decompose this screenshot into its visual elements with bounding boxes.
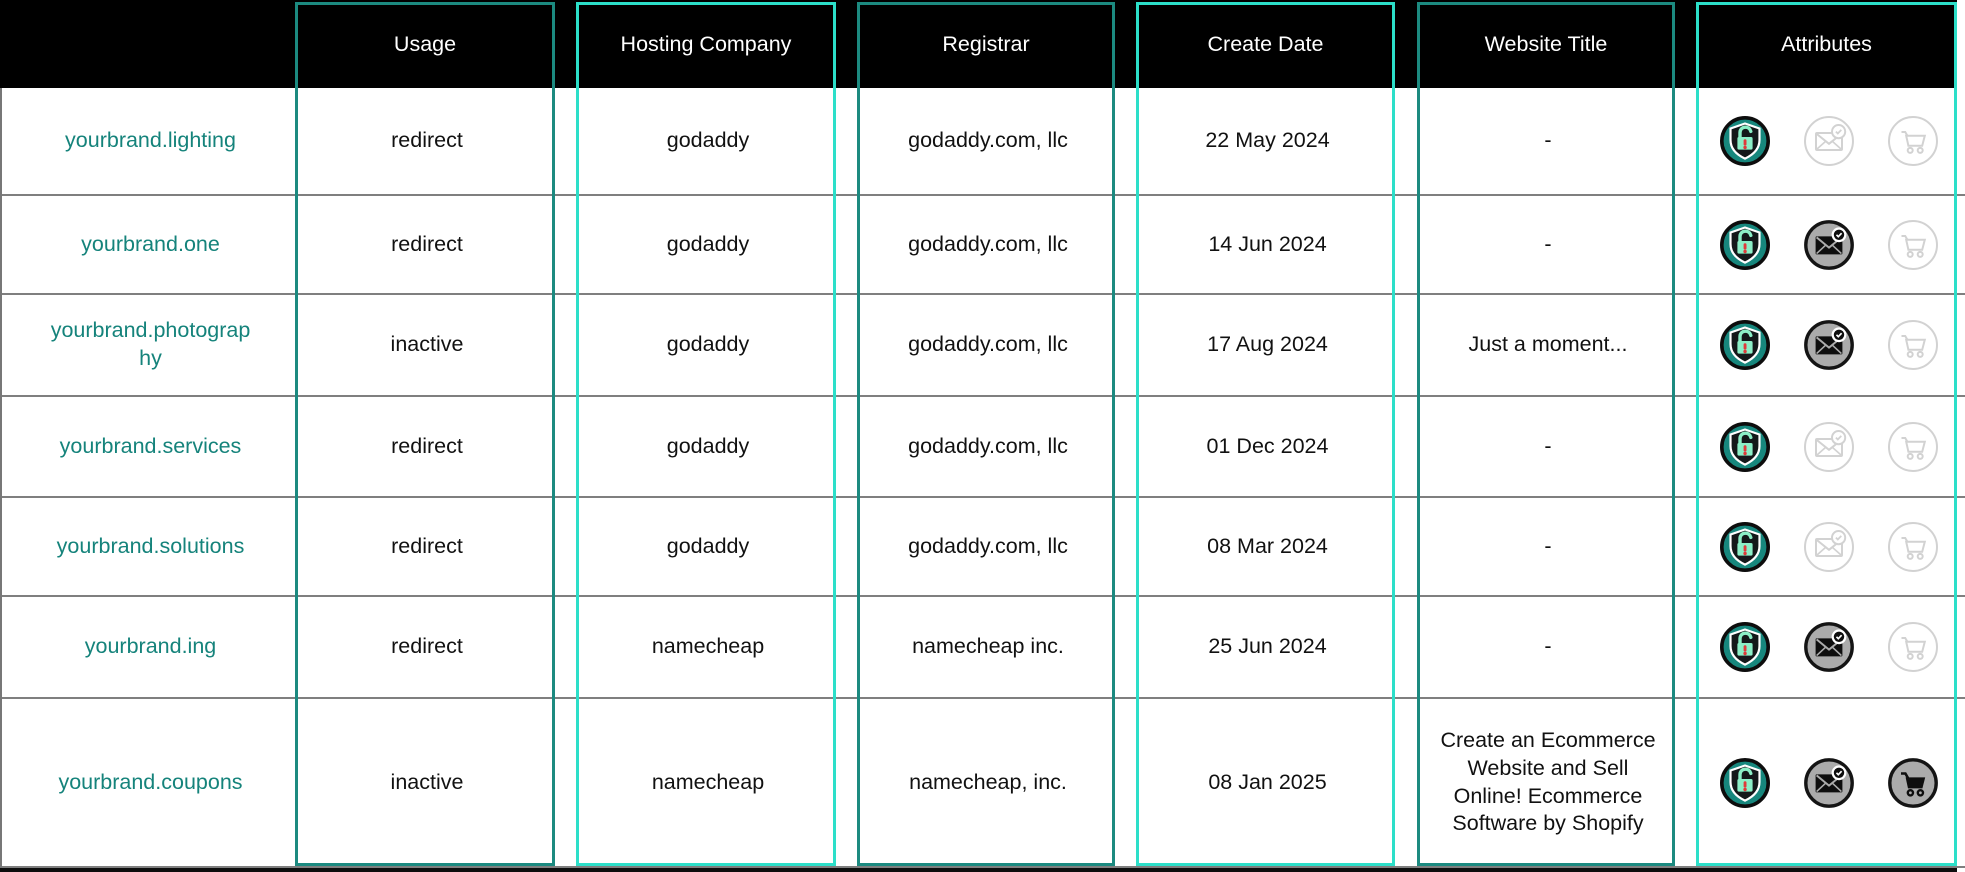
table-body: yourbrand.lighting redirect godaddy goda… <box>0 88 1965 868</box>
table-row: yourbrand.coupons inactive namecheap nam… <box>2 697 1965 868</box>
create-date-value: 14 Jun 2024 <box>1208 231 1327 256</box>
website-title-value: - <box>1544 533 1552 558</box>
email-verified-icon <box>1803 115 1855 167</box>
email-verified-icon <box>1803 219 1855 271</box>
ssl-shield-lock-icon <box>1719 421 1771 473</box>
column-header-hosting-company: Hosting Company <box>620 31 792 56</box>
shopping-cart-icon <box>1887 757 1939 809</box>
hosting-company-value: namecheap <box>651 634 765 659</box>
table-row: yourbrand.services redirect godaddy goda… <box>2 395 1965 496</box>
hosting-company-value: godaddy <box>666 533 750 558</box>
usage-value: redirect <box>391 128 463 153</box>
ssl-shield-lock-icon <box>1719 521 1771 573</box>
table-bottom-border <box>0 868 1957 872</box>
ssl-shield-lock-icon <box>1719 115 1771 167</box>
domain-link[interactable]: yourbrand.photography <box>50 318 251 370</box>
usage-value: redirect <box>391 231 463 256</box>
website-title-value: - <box>1544 128 1552 153</box>
domain-link[interactable]: yourbrand.solutions <box>56 533 245 558</box>
registrar-value: godaddy.com, llc <box>908 332 1068 357</box>
column-header-registrar: Registrar <box>942 31 1030 56</box>
hosting-company-value: namecheap <box>651 769 765 794</box>
email-verified-icon <box>1803 621 1855 673</box>
create-date-value: 08 Mar 2024 <box>1207 533 1328 558</box>
create-date-value: 08 Jan 2025 <box>1208 769 1327 794</box>
email-verified-icon <box>1803 521 1855 573</box>
registrar-value: namecheap, inc. <box>909 769 1067 794</box>
hosting-company-value: godaddy <box>666 433 750 458</box>
attributes-cell <box>1700 597 1957 697</box>
create-date-value: 25 Jun 2024 <box>1208 634 1327 659</box>
registrar-value: godaddy.com, llc <box>908 433 1068 458</box>
website-title-value: - <box>1544 634 1552 659</box>
attributes-cell <box>1700 295 1957 395</box>
usage-value: redirect <box>391 634 463 659</box>
domain-link[interactable]: yourbrand.one <box>81 231 220 256</box>
registrar-value: godaddy.com, llc <box>908 533 1068 558</box>
usage-value: redirect <box>391 433 463 458</box>
registrar-value: godaddy.com, llc <box>908 231 1068 256</box>
usage-value: inactive <box>390 769 464 794</box>
shopping-cart-icon <box>1887 219 1939 271</box>
table-row: yourbrand.one redirect godaddy godaddy.c… <box>2 194 1965 293</box>
email-verified-icon <box>1803 421 1855 473</box>
website-title-value: - <box>1544 231 1552 256</box>
column-header-attributes: Attributes <box>1781 31 1872 56</box>
create-date-value: 01 Dec 2024 <box>1206 433 1329 458</box>
hosting-company-value: godaddy <box>666 231 750 256</box>
domain-link[interactable]: yourbrand.lighting <box>65 128 236 153</box>
table-row: yourbrand.photography inactive godaddy g… <box>2 293 1965 395</box>
column-header-usage: Usage <box>393 31 457 56</box>
usage-value: inactive <box>390 332 464 357</box>
attributes-cell <box>1700 498 1957 595</box>
shopping-cart-icon <box>1887 621 1939 673</box>
shopping-cart-icon <box>1887 115 1939 167</box>
table-row: yourbrand.solutions redirect godaddy god… <box>2 496 1965 595</box>
attributes-cell <box>1700 397 1957 496</box>
create-date-value: 17 Aug 2024 <box>1207 332 1328 357</box>
registrar-value: godaddy.com, llc <box>908 128 1068 153</box>
column-header-website-title: Website Title <box>1484 31 1608 56</box>
website-title-value: Just a moment... <box>1468 332 1628 357</box>
email-verified-icon <box>1803 319 1855 371</box>
ssl-shield-lock-icon <box>1719 757 1771 809</box>
shopping-cart-icon <box>1887 521 1939 573</box>
website-title-value: - <box>1544 433 1552 458</box>
domain-link[interactable]: yourbrand.ing <box>84 634 217 659</box>
usage-value: redirect <box>391 533 463 558</box>
column-header-create-date: Create Date <box>1207 31 1324 56</box>
ssl-shield-lock-icon <box>1719 621 1771 673</box>
domain-link[interactable]: yourbrand.services <box>59 433 242 458</box>
create-date-value: 22 May 2024 <box>1205 128 1330 153</box>
domain-link[interactable]: yourbrand.coupons <box>58 769 243 794</box>
table-row: yourbrand.ing redirect namecheap nameche… <box>2 595 1965 697</box>
ssl-shield-lock-icon <box>1719 219 1771 271</box>
ssl-shield-lock-icon <box>1719 319 1771 371</box>
attributes-cell <box>1700 196 1957 293</box>
table-header-row: Usage Hosting Company Registrar Create D… <box>0 0 1957 88</box>
shopping-cart-icon <box>1887 319 1939 371</box>
shopping-cart-icon <box>1887 421 1939 473</box>
column-header-domain <box>0 0 297 88</box>
attributes-cell <box>1700 699 1957 866</box>
email-verified-icon <box>1803 757 1855 809</box>
hosting-company-value: godaddy <box>666 128 750 153</box>
registrar-value: namecheap inc. <box>912 634 1064 659</box>
website-title-value: Create an Ecommerce Website and Sell Onl… <box>1440 727 1656 836</box>
table-row: yourbrand.lighting redirect godaddy goda… <box>2 88 1965 194</box>
hosting-company-value: godaddy <box>666 332 750 357</box>
attributes-cell <box>1700 88 1957 194</box>
